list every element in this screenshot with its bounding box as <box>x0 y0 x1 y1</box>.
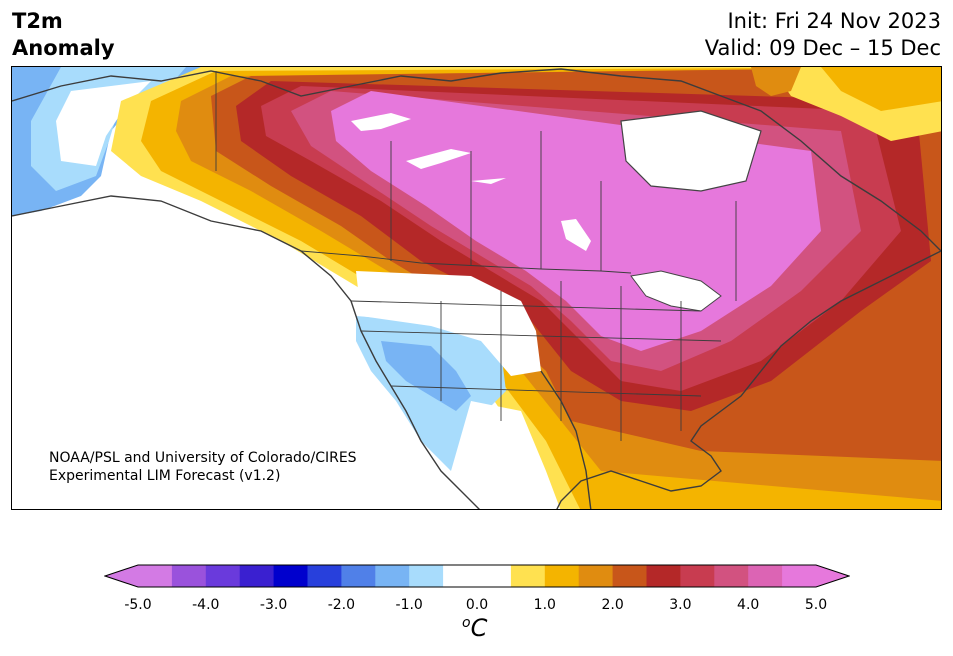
degree-symbol: o <box>462 615 471 631</box>
colorbar-swatch <box>680 565 715 587</box>
colorbar-swatch <box>375 565 410 587</box>
great-slave-lake <box>406 149 471 169</box>
colorbar-swatch <box>443 565 478 587</box>
neutral-anomaly-mexico <box>451 401 561 509</box>
credit-line-1: NOAA/PSL and University of Colorado/CIRE… <box>49 450 357 466</box>
hudson-bay <box>620 110 762 192</box>
credit-line-2: Experimental LIM Forecast (v1.2) <box>49 468 281 484</box>
credit-text: NOAA/PSL and University of Colorado/CIRE… <box>49 449 357 485</box>
colorbar-swatch <box>205 565 241 587</box>
units-letter: C <box>470 614 488 642</box>
colorbar-swatch <box>307 565 342 587</box>
colorbar-extend-high <box>816 565 849 587</box>
colorbar-swatch <box>409 565 444 587</box>
colorbar-swatch <box>171 565 207 587</box>
colorbar-tick-label: -4.0 <box>192 597 220 613</box>
colorbar-tick-label: -3.0 <box>259 597 288 613</box>
colorbar-tick-label: 2.0 <box>601 597 624 613</box>
forecast-dates: Init: Fri 24 Nov 2023 Valid: 09 Dec – 15… <box>705 8 941 62</box>
colorbar-swatch <box>748 565 783 587</box>
colorbar-tick-label: 4.0 <box>737 597 760 613</box>
colorbar-swatch <box>341 565 376 587</box>
colorbar <box>104 564 850 588</box>
great-lakes <box>630 270 722 312</box>
great-bear-lake <box>351 113 411 131</box>
colorbar-tick-label: -5.0 <box>124 597 152 613</box>
valid-range: Valid: 09 Dec – 15 Dec <box>704 36 941 60</box>
political-borders <box>215 71 737 441</box>
colorbar-swatch <box>612 565 647 587</box>
colorbar-swatch <box>544 565 580 587</box>
map-title: T2m Anomaly <box>12 8 115 62</box>
colorbar-swatch <box>714 565 749 587</box>
colorbar-tick-label: 0.0 <box>465 597 489 613</box>
cold-anomaly-southwest <box>381 341 471 411</box>
colorbar-units: oC <box>462 614 487 642</box>
colorbar-swatch <box>578 565 614 587</box>
colorbar-tick-label: 1.0 <box>533 597 556 613</box>
colorbar-tick-labels: -5.0 -4.0 -3.0 -2.0 -1.0 0.0 1.0 2.0 3.0 4.0 5.0 <box>0 597 953 617</box>
colorbar-swatch <box>782 565 817 587</box>
neutral-anomaly-west <box>356 271 541 376</box>
warm-anomaly-greenland-2 <box>821 67 941 111</box>
colorbar-swatch <box>646 565 681 587</box>
colorbar-tick-label: -2.0 <box>327 597 356 613</box>
anomaly-map-svg <box>12 67 941 509</box>
anomaly-map <box>11 66 942 510</box>
colorbar-tick-label: 3.0 <box>669 597 692 613</box>
colorbar-swatch <box>138 565 173 587</box>
colorbar-extend-low <box>105 565 138 587</box>
colorbar-outline <box>104 564 850 588</box>
warm-anomaly-arctic-islands <box>751 67 801 96</box>
variable-label: T2m <box>12 9 63 33</box>
init-date: Init: Fri 24 Nov 2023 <box>727 9 941 33</box>
colorbar-swatch <box>273 565 308 587</box>
colorbar-tick-label: -1.0 <box>395 597 423 613</box>
colorbar-tick-label: 5.0 <box>804 597 828 613</box>
lake-winnipeg <box>561 219 591 251</box>
field-label: Anomaly <box>12 36 115 60</box>
colorbar-swatch <box>510 565 546 587</box>
lake-athabasca <box>471 178 506 184</box>
colorbar-swatch <box>477 565 512 587</box>
colorbar-swatch <box>239 565 275 587</box>
